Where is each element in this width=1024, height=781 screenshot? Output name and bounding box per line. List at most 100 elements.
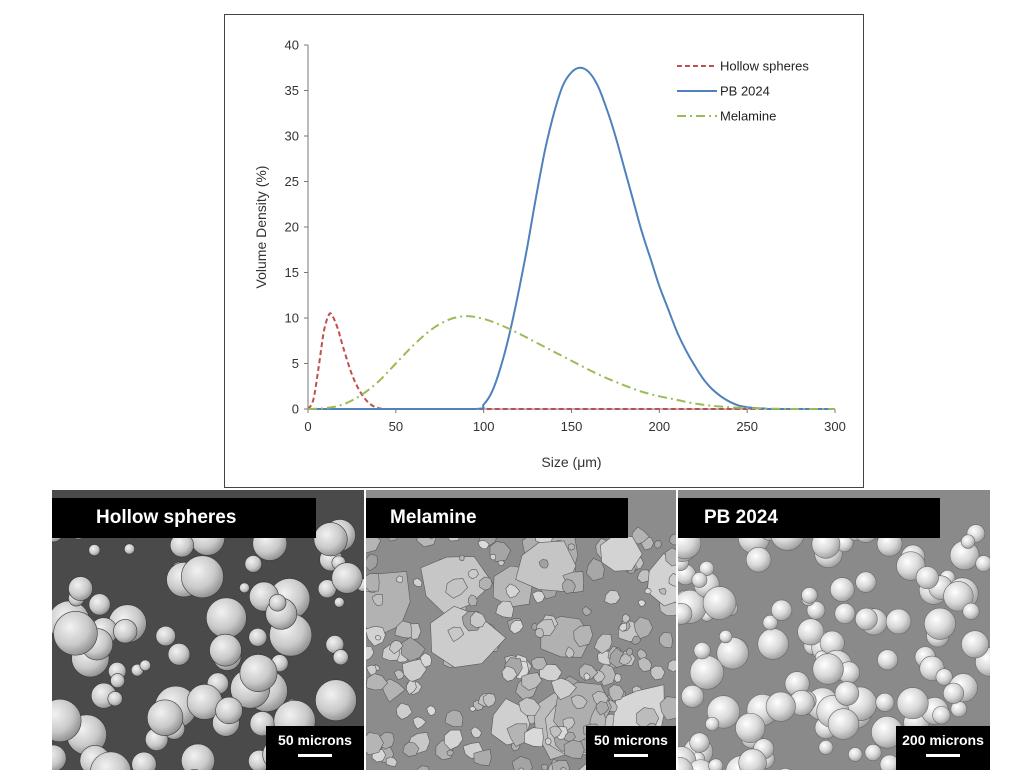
particle — [468, 568, 479, 580]
particle — [107, 691, 123, 707]
particle — [582, 606, 592, 617]
particle — [532, 590, 546, 604]
particle — [518, 767, 525, 770]
particle — [719, 629, 733, 644]
particle — [745, 547, 772, 573]
particle — [626, 647, 634, 657]
particle — [511, 755, 533, 770]
particle — [942, 682, 965, 704]
particle — [544, 737, 552, 746]
particle — [401, 658, 427, 683]
particle — [875, 692, 895, 712]
particle — [470, 611, 487, 628]
particle — [637, 599, 646, 607]
particle — [604, 590, 621, 605]
y-tick-label: 0 — [292, 402, 299, 417]
x-tick-label: 50 — [389, 419, 403, 434]
y-tick-label: 30 — [285, 129, 299, 144]
particle — [669, 533, 676, 546]
particle — [313, 522, 348, 557]
particle — [521, 672, 543, 691]
particle — [315, 679, 357, 722]
x-tick-labels: 0 50 100 150 200 250 300 — [304, 409, 846, 434]
particle — [689, 732, 710, 753]
legend-entry: Hollow spheres — [720, 59, 809, 74]
particle — [366, 673, 388, 691]
particle — [877, 649, 899, 671]
particle — [467, 594, 478, 607]
particle — [88, 593, 111, 616]
x-tick-label: 250 — [736, 419, 758, 434]
particle — [550, 677, 577, 700]
particle — [538, 559, 549, 569]
particle — [239, 654, 278, 692]
x-tick-label: 300 — [824, 419, 846, 434]
particle — [209, 633, 242, 667]
y-tick-label: 20 — [285, 220, 299, 235]
scale-text: 50 microns — [278, 732, 352, 748]
particle — [530, 657, 548, 671]
particle — [738, 748, 767, 770]
particle — [400, 636, 426, 662]
particle — [705, 716, 720, 732]
scale-bar-line — [614, 754, 648, 757]
particle — [181, 555, 224, 599]
particle — [479, 576, 493, 591]
size-distribution-chart: 0 50 100 150 200 250 300 0 5 10 15 20 25 30 35 40 Size… — [253, 38, 846, 471]
particle — [757, 628, 789, 660]
y-tick-label: 10 — [285, 311, 299, 326]
scale-bar: 50 microns — [586, 726, 676, 770]
y-tick-label: 15 — [285, 265, 299, 280]
particle — [779, 768, 792, 770]
y-tick-labels: 0 5 10 15 20 25 30 35 40 — [285, 38, 308, 417]
particle — [961, 630, 989, 659]
particle — [131, 751, 157, 770]
particle — [155, 625, 176, 647]
particle — [681, 684, 704, 708]
particle — [540, 763, 549, 770]
particle — [658, 588, 667, 595]
particle — [812, 653, 844, 685]
particle — [506, 723, 528, 747]
particle — [509, 620, 524, 635]
particle — [818, 739, 834, 755]
particle — [896, 687, 929, 720]
y-tick-label: 5 — [292, 356, 299, 371]
particle — [375, 634, 382, 641]
particle — [830, 577, 855, 602]
particle — [534, 627, 544, 638]
particle — [618, 622, 628, 632]
particle — [689, 655, 724, 690]
particle — [593, 633, 613, 654]
particle — [489, 553, 497, 561]
particle — [113, 619, 138, 644]
panel-label: Hollow spheres — [52, 498, 316, 538]
micrograph-melamine: Melamine 50 microns — [366, 490, 676, 770]
chart-legend: Hollow spheres PB 2024 Melamine — [677, 59, 809, 124]
particle — [444, 709, 464, 727]
particle — [659, 632, 673, 649]
particle — [53, 611, 98, 656]
particle — [501, 665, 518, 682]
particle — [834, 681, 860, 706]
particle — [52, 744, 67, 770]
particle — [664, 547, 676, 567]
particle — [595, 701, 610, 716]
scale-bar: 200 microns — [896, 726, 990, 770]
particle — [139, 659, 151, 672]
particle — [771, 599, 793, 621]
particle — [644, 587, 652, 595]
chart-axes — [307, 45, 835, 410]
particle — [419, 652, 432, 668]
particle — [762, 614, 778, 631]
x-tick-label: 150 — [561, 419, 583, 434]
particle — [167, 643, 191, 666]
particle — [943, 581, 974, 612]
particle — [691, 572, 708, 588]
particle — [621, 613, 631, 624]
x-tick-label: 0 — [304, 419, 311, 434]
particle — [469, 706, 477, 712]
particle — [633, 616, 654, 639]
particle — [413, 577, 423, 587]
particle — [636, 569, 651, 583]
